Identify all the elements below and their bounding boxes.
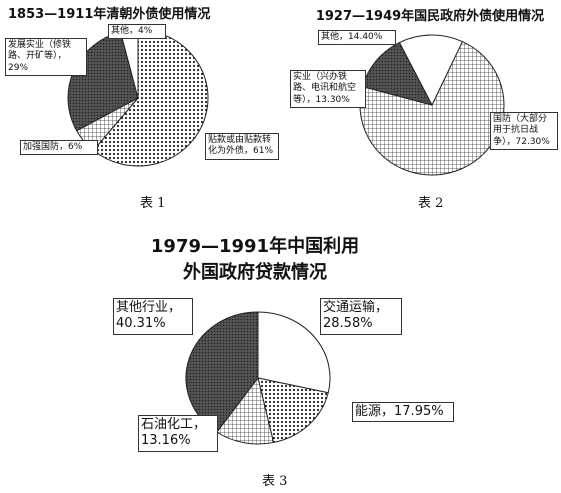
slice-label: 其他，14.40% [318,30,396,46]
slice-label: 交通运输，28.58% [320,298,402,335]
chart-title: 1927—1949年国民政府外债使用情况 [315,9,545,24]
value-label: ，4% [129,26,153,36]
category-name: 发展实业（修铁路、开矿等） [8,40,72,62]
category-name: 实业（兴办铁路、电讯和航空等） [293,72,357,105]
chart-caption: 表 1 [140,196,166,211]
pie-slice [257,311,331,394]
slice-label: 贴款或由贴款转化为外债，61% [205,133,279,160]
category-name: 贴款或由贴款转化为外债 [208,135,272,157]
pie-slice [359,40,505,176]
chart-title: 1853—1911年清朝外债使用情况 [8,7,211,22]
slice-label: 发展实业（修铁路、开矿等），29% [5,38,87,76]
slice-label: 其他行业，40.31% [113,298,193,335]
category-name: 交通运输 [323,300,376,315]
category-name: 加强国防 [23,142,60,152]
pie-slice [257,377,329,444]
value-label: ，28.58% [323,300,389,332]
value-label: ，13.16% [141,417,207,449]
value-label: ，29% [8,51,67,73]
slice-label: 其他，4% [108,24,166,40]
value-label: ，40.31% [116,300,182,332]
chart-caption: 表 3 [262,474,288,489]
category-name: 其他 [111,26,130,36]
category-name: 石油化工 [141,417,194,432]
slice-label: 石油化工，13.16% [138,415,218,452]
category-name: 能源 [355,404,382,419]
pie-slice [398,34,464,107]
value-label: ，72.30% [506,136,550,147]
value-label: ，61% [244,146,274,157]
value-label: ，17.95% [381,404,444,419]
category-name: 其他 [321,32,340,42]
slice-label: 能源，17.95% [352,402,454,423]
pie-slice [92,29,209,167]
slice-label: 国防（大部分用于抗日战争），72.30% [490,112,558,150]
category-name: 国防（大部分用于抗日战争） [493,114,548,147]
slice-label: 加强国防，6% [20,140,98,156]
chart-caption: 表 2 [418,196,444,211]
value-label: ，6% [59,142,83,152]
value-label: ，14.40% [339,32,383,42]
value-label: ，13.30% [306,94,350,105]
chart-title: 1979—1991年中国利用外国政府贷款情况 [150,236,360,283]
category-name: 其他行业 [116,300,169,315]
slice-label: 实业（兴办铁路、电讯和航空等），13.30% [290,70,366,108]
